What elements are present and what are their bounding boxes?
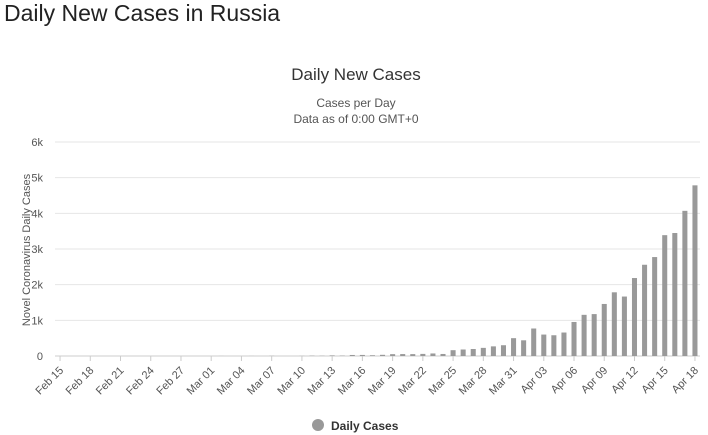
x-tick-label: Feb 18 (64, 365, 97, 398)
x-tick-label: Mar 04 (215, 365, 248, 398)
bar[interactable] (692, 185, 698, 356)
bar[interactable] (621, 296, 627, 356)
bar[interactable] (460, 349, 466, 356)
x-tick-label: Mar 13 (306, 365, 339, 398)
x-tick-label: Feb 21 (94, 365, 127, 398)
x-tick-label: Feb 24 (124, 365, 157, 398)
bar[interactable] (611, 292, 617, 356)
bar[interactable] (581, 314, 587, 356)
x-tick-label: Mar 22 (396, 365, 429, 398)
x-tick-label: Mar 07 (245, 365, 278, 398)
bar[interactable] (349, 354, 355, 356)
x-tick-label: Apr 09 (579, 365, 610, 396)
x-tick-label: Mar 28 (457, 365, 490, 398)
chart-subtitle-line2: Data as of 0:00 GMT+0 (293, 112, 418, 126)
x-tick-label: Feb 15 (33, 365, 66, 398)
bar[interactable] (329, 355, 335, 356)
y-tick-label: 4k (31, 208, 43, 220)
bar[interactable] (601, 303, 607, 356)
bar[interactable] (571, 321, 577, 356)
bar[interactable] (450, 350, 456, 356)
chart-title: Daily New Cases (291, 65, 420, 84)
bar[interactable] (652, 257, 658, 356)
bars (218, 185, 698, 357)
bar[interactable] (420, 353, 426, 356)
y-tick-label: 6k (31, 137, 43, 149)
y-axis-title: Novel Coronavirus Daily Cases (21, 173, 33, 326)
bar[interactable] (380, 354, 386, 356)
bar[interactable] (551, 335, 557, 356)
y-tick-label: 2k (31, 280, 43, 292)
bar[interactable] (531, 328, 537, 357)
bar[interactable] (672, 233, 678, 356)
bar[interactable] (631, 278, 638, 356)
legend-marker-daily-cases (312, 419, 324, 431)
x-tick-label: Feb 27 (154, 365, 187, 398)
bar[interactable] (642, 264, 648, 356)
bar[interactable] (591, 314, 597, 356)
y-tick-label: 1k (31, 315, 43, 327)
x-tick-label: Apr 15 (639, 365, 670, 396)
bar[interactable] (541, 334, 547, 356)
bar[interactable] (470, 349, 476, 356)
bar[interactable] (480, 347, 486, 356)
bar[interactable] (500, 345, 506, 356)
y-tick-label: 5k (31, 173, 43, 185)
bar[interactable] (490, 346, 496, 356)
bar[interactable] (521, 340, 527, 356)
x-tick-label: Mar 10 (275, 365, 308, 398)
page-title: Daily New Cases in Russia (4, 0, 281, 26)
bar[interactable] (682, 210, 688, 356)
legend-label-daily-cases[interactable]: Daily Cases (331, 419, 399, 433)
bar[interactable] (390, 354, 396, 356)
x-tick-label: Apr 03 (518, 365, 549, 396)
x-tick-label: Mar 01 (185, 365, 218, 398)
x-tick-label: Apr 06 (549, 365, 580, 396)
bar[interactable] (410, 354, 416, 356)
x-tick-label: Apr 12 (609, 365, 640, 396)
bar[interactable] (369, 355, 375, 356)
bar[interactable] (662, 235, 668, 356)
x-tick-label: Mar 25 (427, 365, 460, 398)
x-tick-label: Mar 31 (487, 365, 520, 398)
bar[interactable] (561, 332, 567, 356)
bar[interactable] (430, 353, 436, 356)
y-tick-labels: 0 1k 2k 3k 4k 5k 6k (31, 137, 43, 363)
y-tick-label: 0 (37, 351, 43, 363)
x-tick-label: Mar 16 (336, 365, 369, 398)
bar[interactable] (400, 354, 406, 356)
y-tick-label: 3k (31, 244, 43, 256)
x-tick-label: Mar 19 (366, 365, 399, 398)
bar[interactable] (359, 354, 365, 356)
legend[interactable]: Daily Cases (312, 419, 399, 433)
chart-subtitle-line1: Cases per Day (316, 96, 395, 110)
x-tick-label: Apr 18 (670, 365, 701, 396)
bar[interactable] (511, 338, 517, 356)
bar[interactable] (440, 353, 446, 356)
